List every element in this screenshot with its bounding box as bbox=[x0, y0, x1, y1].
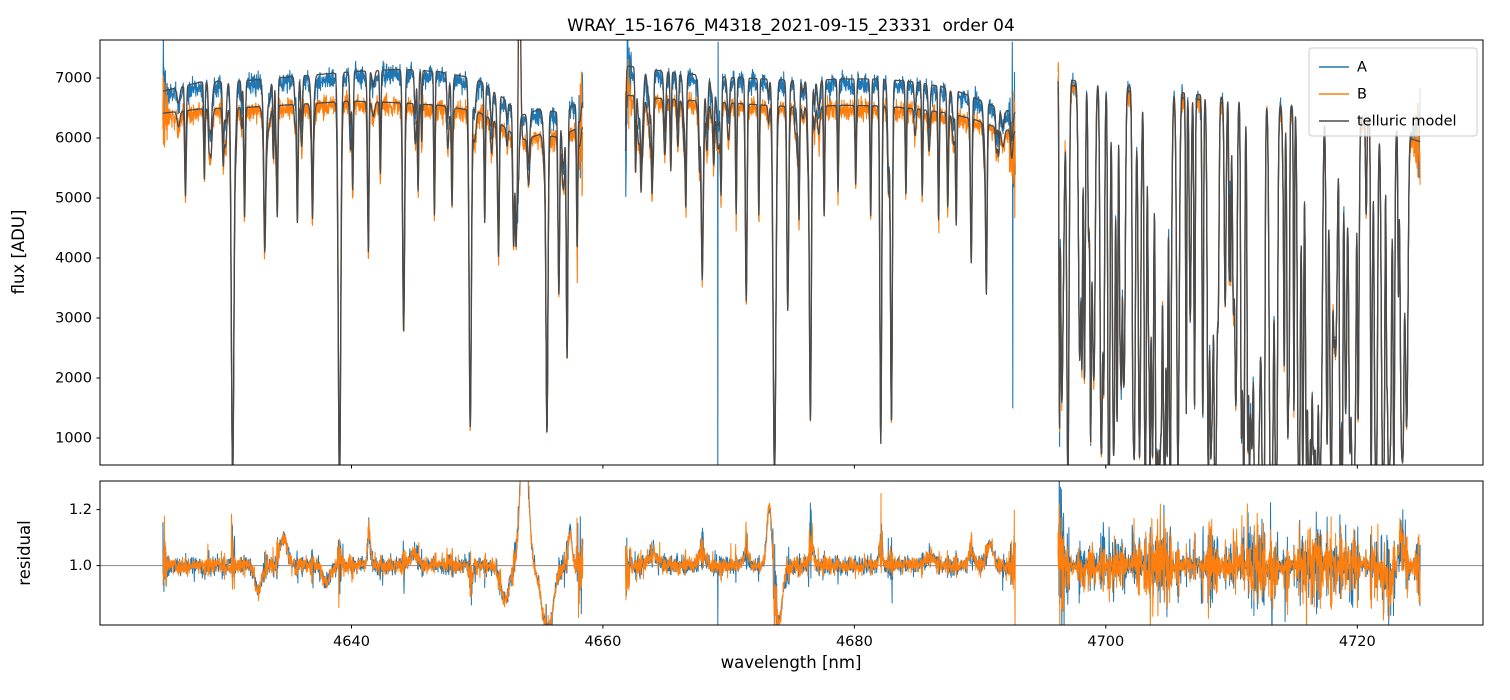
flux-y-tick-label: 3000 bbox=[55, 311, 92, 327]
legend-label-B: B bbox=[1357, 87, 1367, 103]
flux-axis-label: flux [ADU] bbox=[9, 210, 28, 295]
flux-y-tick-label: 5000 bbox=[55, 191, 92, 207]
chart-title: WRAY_15-1676_M4318_2021-09-15_23331 orde… bbox=[567, 16, 1015, 36]
flux-panel-spine bbox=[99, 39, 1484, 466]
residual-axis-label: residual bbox=[15, 520, 34, 585]
x-tick-label: 4660 bbox=[584, 634, 621, 650]
flux-y-tick-label: 1000 bbox=[55, 431, 92, 447]
x-tick-label: 4700 bbox=[1087, 634, 1124, 650]
telluric-model-A-path bbox=[162, 65, 1421, 465]
telluric-model-B-path bbox=[162, 40, 1421, 465]
flux-y-tick-label: 2000 bbox=[55, 371, 92, 387]
flux-y-tick-label: 6000 bbox=[55, 131, 92, 147]
x-axis-label: wavelength [nm] bbox=[721, 653, 862, 672]
legend-box bbox=[1308, 47, 1478, 137]
residual-panel-spine bbox=[99, 480, 1484, 626]
residual-series-group bbox=[100, 481, 1483, 625]
x-tick-label: 4640 bbox=[333, 634, 370, 650]
x-tick-label: 4720 bbox=[1339, 634, 1376, 650]
legend: A B telluric model bbox=[1308, 47, 1478, 137]
legend-label-A: A bbox=[1357, 60, 1367, 76]
flux-series-group bbox=[162, 40, 1421, 465]
flux-y-tick-label: 4000 bbox=[55, 251, 92, 267]
axis-ticks: 4640 4660 4680 4700 4720 1000 2000 3000 4000 5000… bbox=[55, 71, 1376, 650]
flux-y-tick-label: 7000 bbox=[55, 71, 92, 87]
residual-y-tick-label: 1.2 bbox=[69, 502, 92, 518]
x-tick-label: 4680 bbox=[836, 634, 873, 650]
residual-y-tick-label: 1.0 bbox=[69, 558, 92, 574]
series-B-residual-path bbox=[162, 481, 1421, 625]
legend-label-telluric-model: telluric model bbox=[1357, 114, 1457, 130]
